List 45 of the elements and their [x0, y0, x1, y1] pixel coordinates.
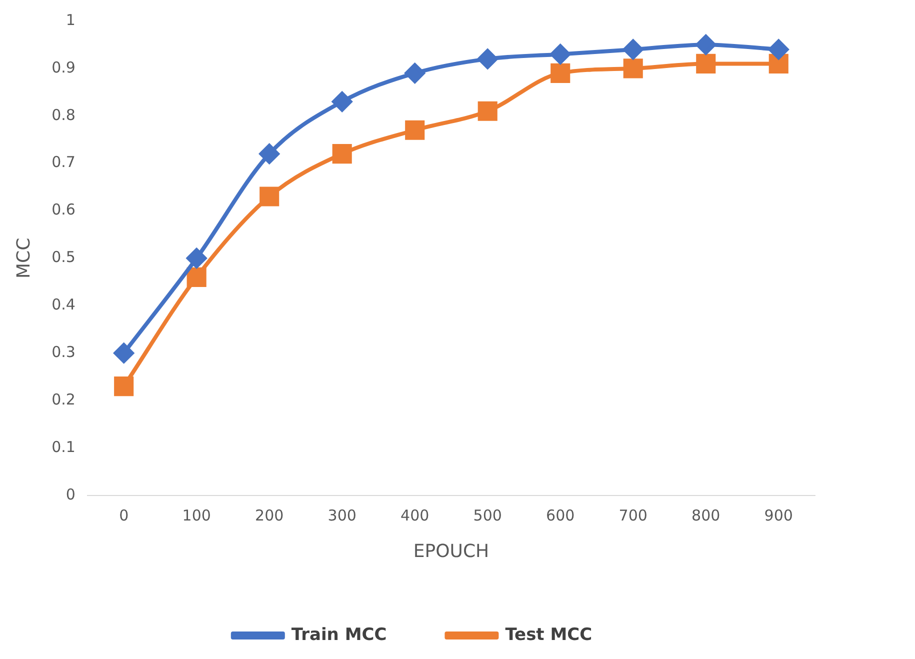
point: [768, 39, 789, 60]
y-tick-label: 0.1: [52, 438, 76, 456]
x-tick-label: 0: [119, 506, 129, 524]
y-tick-label: 0.2: [52, 390, 76, 408]
y-axis-title: MCC: [13, 238, 34, 279]
x-tick-label: 400: [400, 506, 430, 524]
point: [623, 39, 644, 60]
point: [186, 248, 207, 268]
x-tick-label: 200: [255, 506, 284, 524]
y-tick-label: 1: [66, 10, 76, 29]
y-tick-label: 0: [66, 485, 76, 504]
point: [114, 343, 134, 364]
point: [114, 376, 134, 396]
point: [259, 144, 280, 164]
point: [478, 48, 498, 69]
point: [478, 101, 498, 121]
legend-label: Test MCC: [505, 624, 592, 645]
y-tick-label: 0.7: [52, 153, 76, 172]
x-tick-label: 100: [182, 506, 211, 524]
x-tick-label: 500: [473, 506, 502, 524]
x-tick-label: 600: [546, 506, 575, 524]
point: [696, 54, 716, 74]
point: [332, 144, 352, 164]
y-tick-label: 0.3: [52, 342, 76, 361]
y-tick-label: 0.6: [52, 200, 76, 219]
legend-label: Train MCC: [291, 624, 387, 645]
x-axis-title: EPOUCH: [413, 540, 490, 562]
point: [186, 267, 206, 287]
point: [623, 58, 643, 78]
y-tick-label: 0.4: [52, 296, 76, 314]
point: [550, 63, 570, 83]
y-tick-label: 0.5: [52, 248, 76, 266]
y-tick-label: 0.8: [52, 106, 76, 124]
x-tick-label: 800: [692, 506, 720, 524]
point: [550, 44, 570, 64]
point: [768, 54, 788, 74]
x-tick-label: 900: [764, 506, 793, 524]
point: [260, 186, 280, 206]
point: [696, 34, 716, 55]
x-tick-label: 300: [328, 506, 356, 524]
point: [404, 63, 425, 84]
point: [405, 120, 425, 140]
y-tick-label: 0.9: [52, 58, 76, 76]
point: [332, 92, 352, 112]
x-tick-label: 700: [618, 506, 648, 524]
